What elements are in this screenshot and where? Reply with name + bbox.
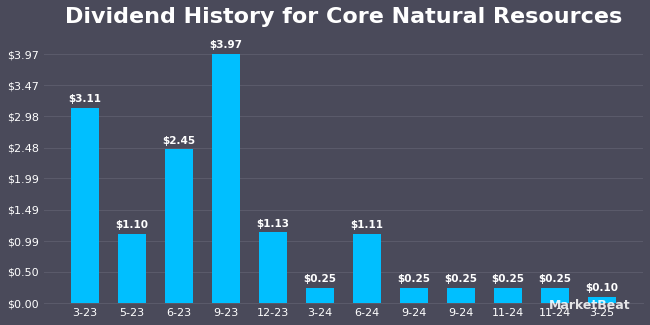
Bar [259, 232, 287, 303]
Text: $0.25: $0.25 [397, 274, 430, 284]
Bar [494, 288, 522, 303]
Bar [306, 288, 334, 303]
Bar [353, 234, 381, 303]
Bar [165, 150, 193, 303]
Text: $0.10: $0.10 [585, 283, 618, 293]
Text: $1.10: $1.10 [116, 220, 149, 230]
Text: $0.25: $0.25 [304, 274, 337, 284]
Text: $2.45: $2.45 [162, 136, 196, 146]
Text: $3.97: $3.97 [209, 40, 242, 50]
Bar [118, 234, 146, 303]
Bar [588, 297, 616, 303]
Text: $1.13: $1.13 [257, 218, 289, 228]
Text: $1.11: $1.11 [350, 220, 384, 230]
Text: $0.25: $0.25 [538, 274, 571, 284]
Text: $0.25: $0.25 [491, 274, 525, 284]
Text: $0.25: $0.25 [445, 274, 477, 284]
Text: $3.11: $3.11 [69, 94, 101, 104]
Bar [541, 288, 569, 303]
Title: Dividend History for Core Natural Resources: Dividend History for Core Natural Resour… [65, 7, 622, 27]
Bar [71, 108, 99, 303]
Bar [447, 288, 475, 303]
Bar [212, 54, 240, 303]
Bar [400, 288, 428, 303]
Text: MarketBeat: MarketBeat [549, 299, 630, 312]
